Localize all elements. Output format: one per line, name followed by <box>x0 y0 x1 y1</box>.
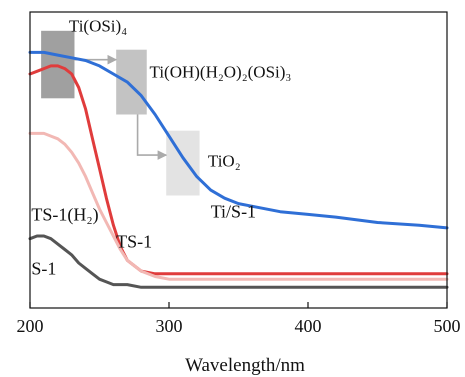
series-label-ts-1-h: TS-1(H₂) <box>31 204 98 225</box>
series-lines <box>28 50 449 289</box>
annotation-box-2 <box>116 49 147 115</box>
plot-frame <box>29 11 448 309</box>
x-tick-label-400: 400 <box>295 316 322 336</box>
series-label-ts-1: TS-1 <box>116 231 152 251</box>
text-labels: Ti(OSi)₄ Ti(OH)(H₂O)₂(OSi)₃ TiO₂ Ti/S-1 TS-1… <box>31 16 291 278</box>
series-line-s-1 <box>28 234 449 289</box>
series-line-ti-s-1 <box>28 50 449 230</box>
series-line-ts-1 <box>28 64 449 276</box>
arrow-2-to-3 <box>136 114 168 160</box>
annotation-label-2: Ti(OH)(H₂O)₂(OSi)₃ <box>150 62 292 81</box>
annotation-label-1: Ti(OSi)₄ <box>69 16 127 35</box>
x-tick-label-300: 300 <box>156 316 183 336</box>
x-axis-title: Wavelength/nm <box>185 355 305 376</box>
series-label-ti-s-1: Ti/S-1 <box>211 202 256 222</box>
annotation-label-3: TiO₂ <box>208 151 241 170</box>
x-tick-label-200: 200 <box>17 316 44 336</box>
series-label-s-1: S-1 <box>31 258 56 278</box>
series-line-ts-1-h <box>28 131 449 281</box>
x-tick-label-500: 500 <box>434 316 461 336</box>
axes: 200 300 400 500 <box>17 11 461 336</box>
